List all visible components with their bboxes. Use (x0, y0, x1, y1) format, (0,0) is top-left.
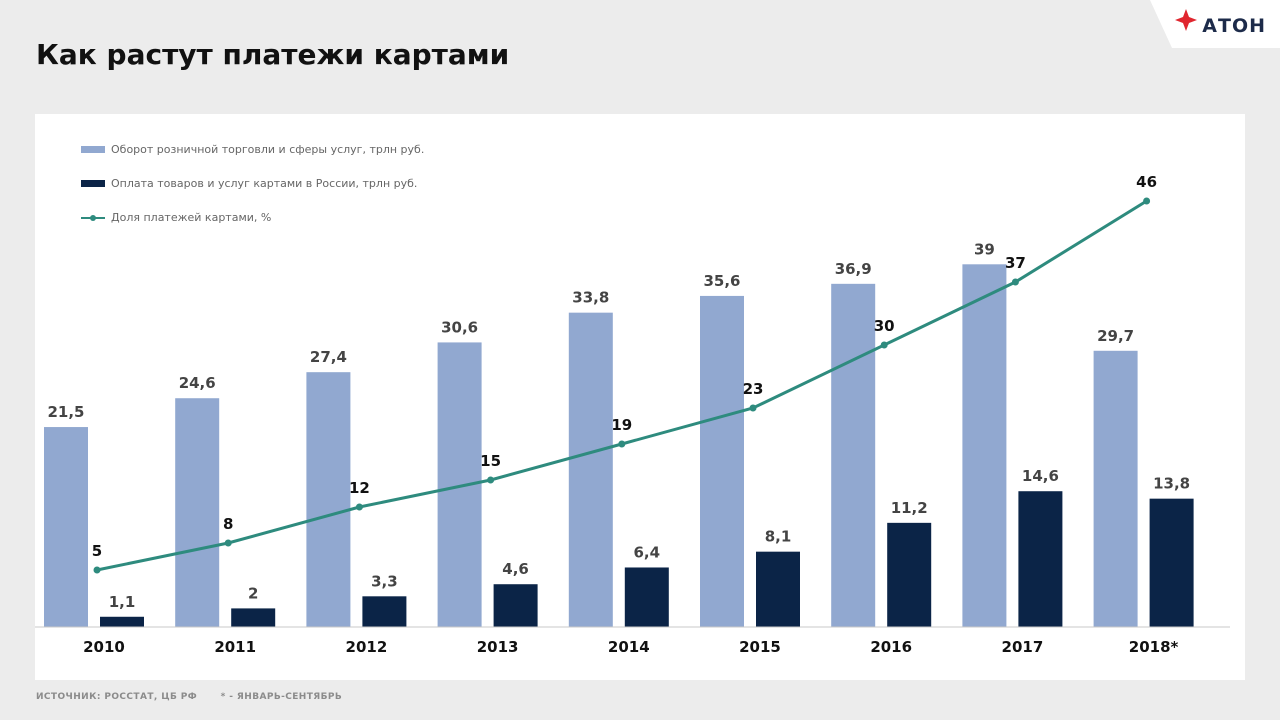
card-payments-bar (493, 584, 538, 627)
card-payments-label: 1,1 (109, 593, 136, 611)
chart-panel: Оборот розничной торговли и сферы услуг,… (35, 114, 1245, 680)
share-label: 37 (1005, 254, 1026, 272)
card-payments-bar (1018, 491, 1063, 627)
turnover-bar (175, 398, 220, 627)
x-tick-label: 2013 (477, 638, 519, 656)
data-labels: 21,5 1,1 24,6 2 27,4 3,3 30,6 4,6 33,8 6,4 35,6 8,1… (47, 173, 1190, 611)
turnover-label: 21,5 (47, 403, 84, 421)
card-payments-label: 2 (248, 584, 258, 602)
share-point (93, 566, 101, 574)
bars (44, 264, 1194, 627)
card-payments-bar (624, 567, 669, 627)
card-payments-bar (100, 616, 144, 627)
share-label: 12 (349, 479, 370, 497)
share-label: 19 (611, 416, 632, 434)
legend-swatch-2 (81, 180, 105, 187)
share-point (1143, 197, 1151, 205)
turnover-label: 27,4 (310, 348, 347, 366)
chart: Оборот розничной торговли и сферы услуг,… (35, 143, 1230, 656)
x-tick-label: 2010 (83, 638, 125, 656)
card-payments-label: 6,4 (634, 543, 661, 561)
brand-logo: АТОН (1150, 0, 1280, 48)
turnover-label: 33,8 (572, 289, 609, 307)
legend-marker-3 (90, 215, 96, 221)
turnover-label: 24,6 (179, 374, 216, 392)
card-payments-label: 11,2 (891, 499, 928, 517)
turnover-label: 30,6 (441, 318, 478, 336)
x-tick-label: 2011 (214, 638, 256, 656)
share-point (224, 539, 232, 547)
logo-background (1150, 0, 1280, 48)
card-payments-bar (231, 608, 276, 627)
turnover-bar (831, 283, 876, 627)
turnover-bar (44, 427, 88, 627)
card-payments-label: 4,6 (502, 560, 529, 578)
legend-label-2: Оплата товаров и услуг картами в России,… (111, 177, 417, 190)
card-payments-bar (887, 522, 932, 627)
footer: ИСТОЧНИК: РОССТАТ, ЦБ РФ * - ЯНВАРЬ-СЕНТ… (36, 692, 362, 702)
share-label: 46 (1136, 173, 1157, 191)
source-note: ИСТОЧНИК: РОССТАТ, ЦБ РФ (36, 692, 198, 702)
card-payments-bar (756, 551, 800, 627)
x-tick-label: 2015 (739, 638, 781, 656)
legend-swatch-1 (81, 146, 105, 153)
turnover-bar (700, 295, 744, 627)
turnover-bar (306, 372, 351, 627)
turnover-bar (962, 264, 1007, 627)
x-tick-label: 2012 (346, 638, 388, 656)
share-line (93, 197, 1151, 574)
share-point (487, 476, 495, 484)
x-tick-label: 2017 (1002, 638, 1044, 656)
legend: Оборот розничной торговли и сферы услуг,… (81, 143, 424, 224)
card-payments-bar (1149, 498, 1194, 627)
share-label: 30 (874, 317, 895, 335)
share-point (355, 503, 363, 511)
period-note: * - ЯНВАРЬ-СЕНТЯБРЬ (220, 692, 343, 702)
card-payments-label: 14,6 (1022, 467, 1059, 485)
share-label: 15 (480, 452, 501, 470)
share-point (749, 404, 757, 412)
turnover-bar (568, 312, 613, 627)
turnover-bar (1093, 350, 1138, 627)
turnover-label: 36,9 (835, 260, 872, 278)
page-title: Как растут платежи картами (36, 38, 510, 71)
card-payments-label: 3,3 (371, 572, 398, 590)
card-payments-label: 13,8 (1153, 475, 1190, 493)
x-tick-label: 2018* (1129, 638, 1179, 656)
star-icon (1175, 9, 1197, 31)
share-point (1011, 278, 1019, 286)
turnover-label: 29,7 (1097, 327, 1134, 345)
card-payments-bar (362, 596, 407, 627)
legend-label-1: Оборот розничной торговли и сферы услуг,… (111, 143, 424, 156)
share-label: 23 (743, 380, 764, 398)
share-point (880, 341, 888, 349)
turnover-label: 39 (974, 240, 995, 258)
share-label: 5 (92, 542, 102, 560)
card-payments-label: 8,1 (765, 528, 792, 546)
share-point (618, 440, 626, 448)
legend-label-3: Доля платежей картами, % (111, 211, 271, 224)
share-label: 8 (223, 515, 233, 533)
x-tick-label: 2014 (608, 638, 650, 656)
brand-name: АТОН (1202, 15, 1266, 37)
x-tick-label: 2016 (870, 638, 912, 656)
turnover-label: 35,6 (703, 272, 740, 290)
x-tick-labels: 2010 2011 2012 2013 2014 2015 2016 2017 2018* (83, 638, 1178, 656)
